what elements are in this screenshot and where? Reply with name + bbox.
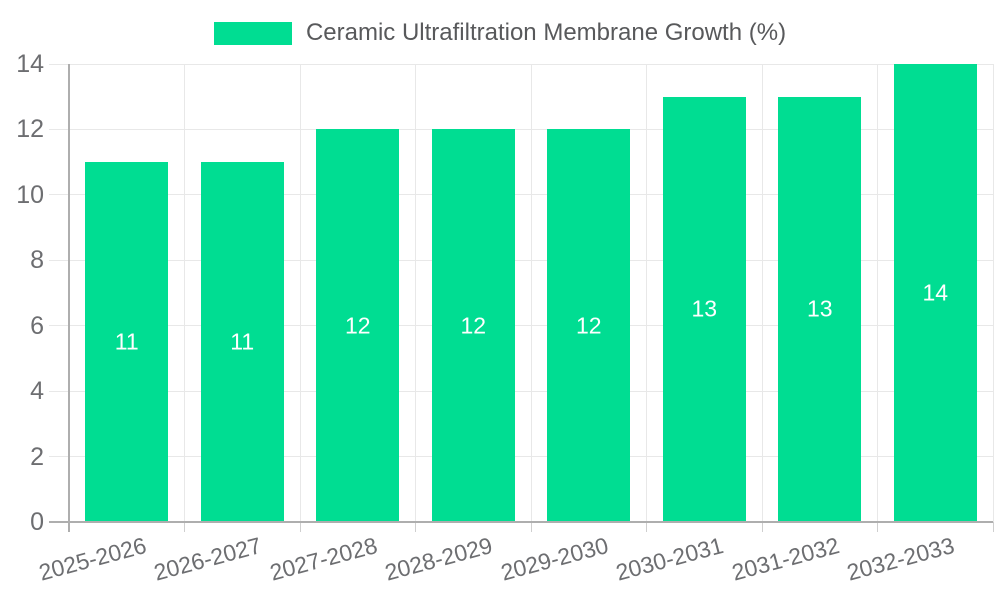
v-gridline bbox=[877, 64, 878, 522]
y-tick-label: 8 bbox=[30, 246, 44, 275]
h-gridline bbox=[49, 325, 993, 327]
bar-value-label: 12 bbox=[344, 312, 371, 339]
x-tick bbox=[184, 522, 185, 532]
h-gridline bbox=[49, 194, 993, 196]
x-tick bbox=[415, 522, 416, 532]
bar-value-label: 12 bbox=[575, 312, 602, 339]
bar-2025-2026[interactable]: 11 bbox=[85, 162, 169, 522]
bar-value-label: 13 bbox=[691, 295, 718, 322]
x-tick bbox=[992, 522, 994, 532]
x-axis-line bbox=[49, 521, 993, 523]
legend-label: Ceramic Ultrafiltration Membrane Growth … bbox=[305, 19, 787, 46]
bar-2032-2033[interactable]: 14 bbox=[893, 64, 977, 522]
y-tick-label: 2 bbox=[30, 442, 44, 471]
legend-swatch bbox=[213, 21, 292, 45]
bar-2026-2027[interactable]: 11 bbox=[200, 162, 284, 522]
x-tick bbox=[877, 522, 878, 532]
bar-2028-2029[interactable]: 12 bbox=[431, 129, 515, 522]
bar-2027-2028[interactable]: 12 bbox=[316, 129, 400, 522]
y-tick-label: 6 bbox=[30, 311, 44, 340]
y-tick-label: 14 bbox=[16, 50, 44, 78]
v-gridline bbox=[530, 64, 532, 522]
v-gridline bbox=[992, 64, 994, 522]
x-tick bbox=[530, 522, 532, 532]
bar-2029-2030[interactable]: 12 bbox=[547, 129, 631, 522]
v-gridline bbox=[761, 64, 763, 522]
y-tick-label: 4 bbox=[30, 377, 44, 406]
h-gridline bbox=[49, 456, 993, 458]
h-gridline bbox=[49, 390, 993, 392]
y-tick-label: 12 bbox=[16, 115, 44, 144]
v-gridline bbox=[646, 64, 647, 522]
h-gridline bbox=[49, 259, 993, 261]
y-tick-label: 10 bbox=[16, 180, 44, 209]
h-gridline bbox=[49, 128, 993, 130]
legend-item[interactable]: Ceramic Ultrafiltration Membrane Growth … bbox=[0, 18, 1000, 48]
bar-value-label: 14 bbox=[922, 279, 949, 306]
v-gridline bbox=[184, 64, 185, 522]
bar-value-label: 12 bbox=[460, 312, 487, 339]
bar-2030-2031[interactable]: 13 bbox=[662, 96, 746, 522]
y-tick-label: 0 bbox=[30, 508, 44, 536]
bar-value-label: 13 bbox=[806, 295, 833, 322]
v-gridline bbox=[415, 64, 416, 522]
bar-value-label: 11 bbox=[230, 328, 255, 355]
h-gridline bbox=[49, 63, 993, 65]
x-tick bbox=[299, 522, 301, 532]
bar-value-label: 11 bbox=[114, 328, 139, 355]
bar-2031-2032[interactable]: 13 bbox=[778, 96, 862, 522]
x-tick bbox=[646, 522, 647, 532]
y-axis-line bbox=[68, 64, 70, 532]
v-gridline bbox=[299, 64, 301, 522]
x-tick bbox=[761, 522, 763, 532]
